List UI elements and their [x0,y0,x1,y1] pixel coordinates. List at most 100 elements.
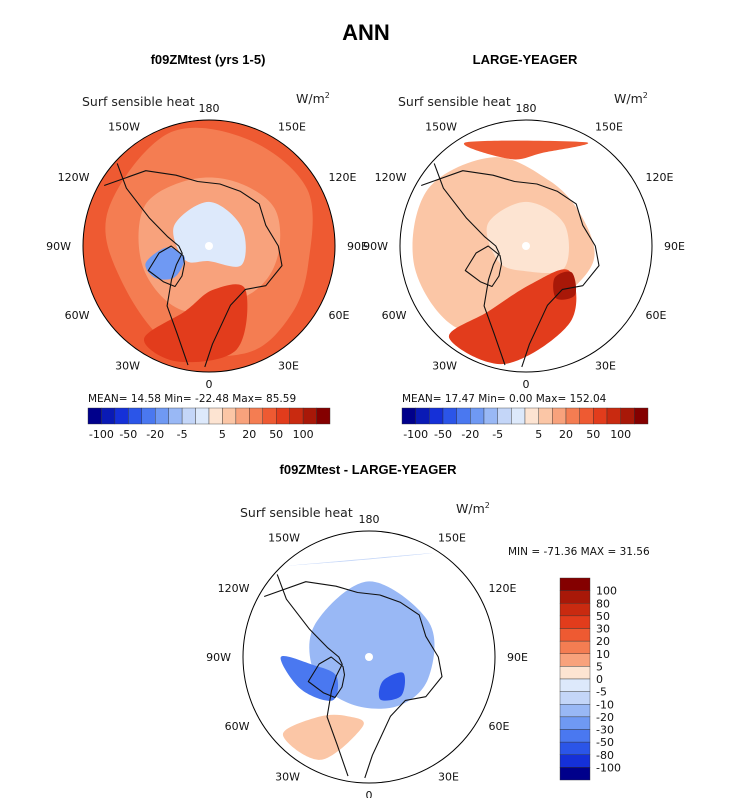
panel-model-map-border [82,119,336,373]
panel-diff-lon-label-11: 150W [268,532,300,545]
panel-model-map: 180 150E 120E 90E 60E 30E 0 30W 60W 90W 120W 150W [46,102,368,391]
panel-model-hudson-cool [145,247,186,280]
panel-obs-colorbar-cell-14 [593,407,608,425]
panel-obs-colorbar-cell-1 [415,407,430,425]
panel-diff-colorbar-label-14: -100 [596,761,621,774]
panel-model-colorbar-cell-17 [316,407,331,425]
panel-model-lon-label-8: 60W [65,309,90,322]
panel-model-colorbar-label-2: -20 [146,428,164,441]
panel-obs-stats: MEAN= 17.47 Min= 0.00 Max= 152.04 [402,393,607,405]
panel-obs-lon-label-9: 90W [363,240,388,253]
panel-obs-colorbar-label-2: -20 [461,428,479,441]
panel-diff-colorbar-label-3: 30 [596,623,610,636]
panel-obs-colorbar-cell-11 [552,407,567,425]
panel-obs-colorbar-label-7: 100 [610,428,631,441]
panel-diff-colorbar-label-10: -20 [596,711,614,724]
panel-obs-colorbar-label-4: 5 [535,428,542,441]
panel-obs-units-base: W/m [614,91,643,106]
panel-obs-colorbar-label-5: 20 [559,428,573,441]
panel-model-units: W/m2 [296,91,330,106]
panel-model-coastline-1 [116,163,189,366]
panel-model-colorbar-label-1: -50 [119,428,137,441]
panel-diff-lon-label-9: 90W [206,651,231,664]
panel-diff-colorbar-label-1: 80 [596,597,610,610]
panel-diff-lon-label-1: 150E [438,532,466,545]
panel-obs-colorbar-cell-12 [565,407,580,425]
panel-model-units-exp: 2 [325,91,330,100]
panel-diff-colorbar-cell-0 [559,577,591,591]
panel-diff-lon-label-5: 30E [438,771,459,784]
panel-diff-colorbar-cell-7 [559,666,591,680]
panel-diff-colorbar-label-5: 10 [596,648,610,661]
panel-diff-colorbar-cell-5 [559,640,591,654]
panel-model-atlantic-warm [143,284,248,363]
panel-model-lon-label-6: 0 [206,378,213,391]
panel-model-variable: Surf sensible heat [82,94,195,109]
panel-diff-coastline-1 [276,574,349,777]
panel-obs-coastline-0 [421,170,600,368]
panel-diff-lon-label-2: 120E [489,582,517,595]
panel-model-colorbar-label-4: 5 [219,428,226,441]
panel-model-colorbar-cell-2 [114,407,129,425]
panel-obs-colorbar-cell-0 [401,407,416,425]
panel-model-colorbar-cell-8 [195,407,210,425]
panel-obs-atlantic-warm [448,269,577,365]
panel-obs-colorbar-cell-4 [456,407,471,425]
panel-obs-colorbar-label-3: -5 [492,428,503,441]
panel-diff-atlantic-positive [282,714,364,760]
panel-diff-hudson-negative [280,655,339,701]
panel-model-lon-label-11: 150W [108,121,140,134]
panel-obs-units: W/m2 [614,91,648,106]
panel-model-colorbar-cell-5 [155,407,169,425]
panel-diff-units-base: W/m [456,501,485,516]
panel-model-lon-label-9: 90W [46,240,71,253]
panel-diff-colorbar-cell-14 [559,754,591,768]
panel-model-colorbar-cell-12 [249,407,263,425]
panel-obs-colorbar-cell-2 [429,407,444,425]
panel-model-lon-label-10: 120W [58,171,90,184]
panel-model-colorbar-cell-6 [168,407,183,425]
panel-obs-pacific-warm [463,140,589,160]
panel-model-lon-label-0: 180 [199,102,220,115]
panel-diff-colorbar-cell-13 [559,741,591,755]
panel-model-title: f09ZMtest (yrs 1-5) [151,52,266,67]
panel-model-lon-label-7: 30W [115,360,140,373]
panel-obs-lon-label-5: 30E [595,360,616,373]
panel-obs-map: 180 150E 120E 90E 60E 30E 0 30W 60W 90W 120W 150W [363,102,685,391]
panel-diff-lon-label-8: 60W [225,720,250,733]
panel-model-coastline-2 [147,245,186,288]
panel-model-colorbar-label-0: -100 [89,428,114,441]
panel-diff-colorbar-label-12: -50 [596,736,614,749]
panel-model-lon-label-3: 90E [347,240,368,253]
panel-obs-colorbar-label-6: 50 [586,428,600,441]
panel-diff-colorbar-cell-3 [559,615,591,629]
panel-obs-lon-label-7: 30W [432,360,457,373]
panel-model-colorbar-cell-14 [276,407,290,425]
panel-diff-lon-label-6: 0 [366,789,373,798]
panel-model-colorbar-cell-0 [87,407,102,425]
panel-obs-colorbar-label-0: -100 [403,428,428,441]
panel-model-colorbar-cell-10 [222,407,237,425]
panel-diff-colorbar-label-8: -5 [596,686,607,699]
panel-diff-pacific-light [288,553,433,566]
panel-model-colorbar-cell-9 [208,407,223,425]
panel-obs-lon-label-6: 0 [523,378,530,391]
panel-obs-colorbar-cell-10 [538,407,553,425]
panel-model-colorbar: -100 -50 -20 -5 5 20 50 100 [87,407,331,441]
panel-obs-colorbar-cell-7 [497,407,512,425]
panel-diff-colorbar-cell-2 [559,603,591,617]
panel-model-lon-label-1: 150E [278,121,306,134]
panel-obs-arctic-light [486,201,569,273]
panel-obs-colorbar-cell-16 [620,407,635,425]
panel-diff-lon-label-4: 60E [489,720,510,733]
panel-model-colorbar-label-6: 50 [269,428,283,441]
panel-obs-colorbar-cell-8 [511,407,526,425]
panel-obs-colorbar-cell-17 [634,407,649,425]
panel-obs-colorbar-label-1: -50 [434,428,452,441]
panel-obs-pole-marker [522,242,530,250]
panel-obs-colorbar-cell-3 [442,407,457,425]
panel-diff-colorbar-label-6: 5 [596,660,603,673]
panel-diff-colorbar-label-2: 50 [596,610,610,623]
